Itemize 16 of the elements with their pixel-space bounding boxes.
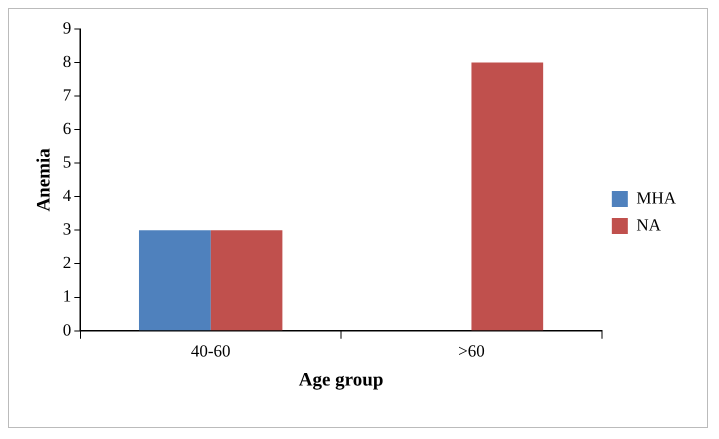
y-tick-label: 4 [62,186,72,206]
y-tick-label: 9 [62,18,72,38]
x-axis-title: Age group [298,370,384,391]
y-axis-title: Anemia [33,148,54,212]
y-tick-label: 8 [62,52,72,71]
y-tick-label: 0 [62,320,72,340]
legend-label: NA [636,215,662,234]
legend-label: MHA [636,188,677,208]
x-tick-label: >60 [458,341,485,360]
y-tick-label: 5 [62,152,72,172]
y-tick-label: 7 [62,86,72,105]
y-tick-label: 6 [62,119,72,138]
y-tick-label: 2 [62,253,72,272]
x-tick-label: 40-60 [190,341,231,360]
y-tick-label: 1 [62,286,72,306]
y-tick-label: 3 [62,220,72,239]
